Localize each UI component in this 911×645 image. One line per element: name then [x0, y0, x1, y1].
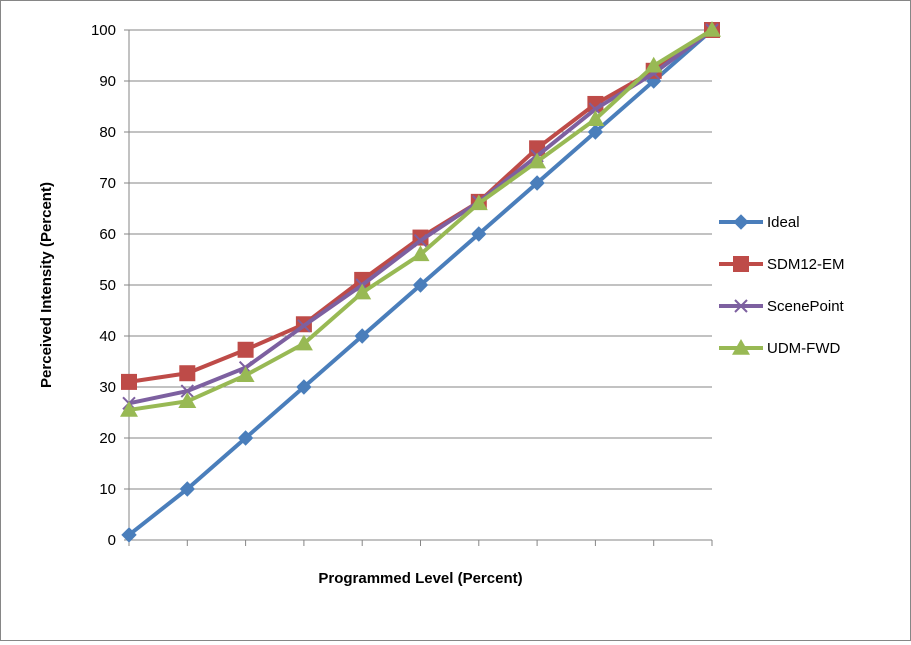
- legend-marker: [734, 299, 748, 313]
- series-scenepoint: [122, 23, 719, 411]
- data-point: [236, 366, 255, 383]
- y-tick-label: 50: [99, 277, 116, 294]
- legend: Ideal SDM12-EM ScenePoint UDM-FWD: [719, 214, 845, 357]
- y-tick-label: 70: [99, 175, 116, 192]
- series-lines: [120, 21, 721, 543]
- y-tick-label: 0: [108, 532, 116, 549]
- legend-marker: [733, 214, 749, 230]
- y-tick-label: 40: [99, 328, 116, 345]
- data-point: [353, 283, 372, 300]
- y-tick-label: 100: [91, 22, 116, 39]
- legend-label: ScenePoint: [767, 298, 845, 315]
- y-tick-label: 80: [99, 124, 116, 141]
- y-tick-label: 10: [99, 481, 116, 498]
- legend-marker: [732, 339, 750, 355]
- data-point: [469, 194, 488, 211]
- data-point: [354, 328, 370, 344]
- data-point: [586, 110, 605, 126]
- data-point: [121, 527, 137, 543]
- data-point: [412, 277, 429, 293]
- data-point: [179, 365, 196, 382]
- series-ideal: [121, 22, 720, 543]
- y-axis-title: Perceived Intensity (Percent): [38, 182, 55, 388]
- data-point: [297, 319, 311, 333]
- data-point: [120, 400, 138, 417]
- y-tick-label: 90: [99, 73, 116, 90]
- data-point: [587, 124, 604, 140]
- data-point: [644, 56, 663, 73]
- y-tick-label: 20: [99, 430, 116, 447]
- series-line: [128, 28, 714, 384]
- legend-label: UDM-FWD: [767, 340, 840, 357]
- data-point: [121, 373, 137, 390]
- data-point: [296, 379, 312, 395]
- legend-entry: ScenePoint: [719, 298, 845, 315]
- x-axis-title: Programmed Level (Percent): [318, 570, 522, 587]
- data-point: [413, 233, 428, 248]
- data-point: [703, 21, 721, 37]
- data-point: [528, 152, 547, 169]
- data-point: [529, 175, 545, 191]
- data-point: [471, 226, 487, 242]
- legend-entry: SDM12-EM: [719, 256, 845, 273]
- legend-entry: UDM-FWD: [719, 339, 840, 357]
- legend-label: SDM12-EM: [767, 256, 845, 273]
- y-tick-label: 30: [99, 379, 116, 396]
- y-tick-labels: 0 10 20 30 40 50 60 70 80 90 100: [91, 22, 116, 549]
- y-tick-label: 60: [99, 226, 116, 243]
- data-point: [237, 430, 254, 446]
- data-point: [411, 245, 430, 262]
- legend-label: Ideal: [767, 214, 800, 231]
- data-point: [237, 341, 254, 358]
- data-point: [178, 392, 197, 409]
- data-point: [180, 384, 195, 398]
- data-point: [179, 481, 196, 497]
- series-udm-fwd: [120, 21, 721, 417]
- legend-marker: [733, 256, 749, 272]
- legend-entry: Ideal: [719, 214, 800, 231]
- series-sdm12-em: [121, 22, 720, 390]
- data-point: [294, 334, 313, 351]
